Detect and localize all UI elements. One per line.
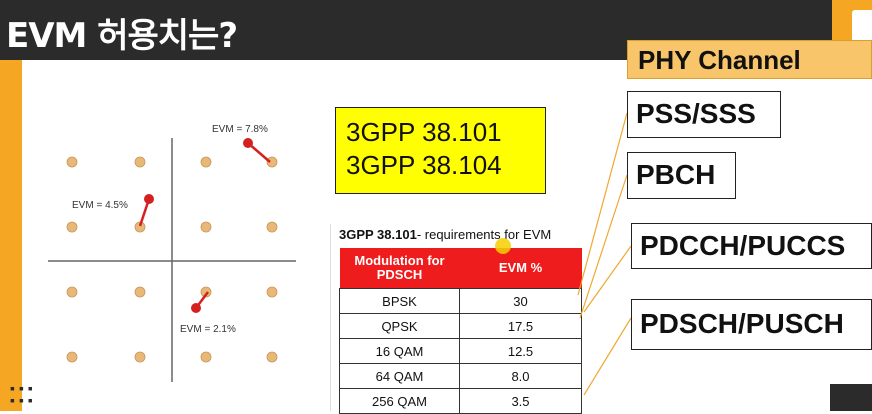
constellation-point xyxy=(200,351,212,363)
modulation-cell: 16 QAM xyxy=(339,338,460,364)
constellation-point xyxy=(134,221,146,233)
constellation-diagram: EVM = 7.8% EVM = 4.5% EVM = 2.1% xyxy=(48,110,308,390)
title-bar: EVM 허용치는? xyxy=(0,0,832,60)
spec-line-1: 3GPP 38.101 xyxy=(346,117,502,147)
decorative-dots: ▪▪▪ ▪▪▪ xyxy=(10,380,37,408)
evm-cell: 3.5 xyxy=(459,388,582,414)
constellation-point xyxy=(66,286,78,298)
header-modulation: Modulation for PDSCH xyxy=(339,248,460,289)
constellation-point xyxy=(266,156,278,168)
constellation-points xyxy=(66,156,278,363)
channel-pdsch-pusch: PDSCH/PUSCH xyxy=(631,299,872,350)
constellation-point xyxy=(66,221,78,233)
pointer-highlight xyxy=(495,238,511,254)
table-header-row: Modulation for PDSCH EVM % xyxy=(339,248,582,289)
evm-cell: 17.5 xyxy=(459,313,582,339)
constellation-point xyxy=(266,221,278,233)
constellation-svg: EVM = 7.8% EVM = 4.5% EVM = 2.1% xyxy=(48,124,296,382)
constellation-point xyxy=(134,351,146,363)
error-vector-2 xyxy=(138,194,154,227)
constellation-point xyxy=(66,156,78,168)
error-vector-1 xyxy=(243,138,271,163)
table-row: BPSK 30 xyxy=(339,288,582,314)
table-row: QPSK 17.5 xyxy=(339,313,582,339)
left-accent-stripe xyxy=(0,60,22,411)
evm-label-2: EVM = 4.5% xyxy=(72,200,128,211)
channel-pdcch-pucch: PDCCH/PUCCS xyxy=(631,223,872,269)
evm-label-3: EVM = 2.1% xyxy=(180,324,236,335)
error-vector-3 xyxy=(191,291,209,313)
constellation-point xyxy=(66,351,78,363)
constellation-point xyxy=(134,156,146,168)
constellation-point xyxy=(200,156,212,168)
constellation-point xyxy=(200,286,212,298)
spec-line-2: 3GPP 38.104 xyxy=(346,150,502,180)
corner-accent-inner xyxy=(852,10,872,44)
evm-label-1: EVM = 7.8% xyxy=(212,124,268,135)
constellation-point xyxy=(200,221,212,233)
table-caption: 3GPP 38.101- requirements for EVM xyxy=(339,227,551,242)
constellation-point xyxy=(266,351,278,363)
evm-cell: 12.5 xyxy=(459,338,582,364)
constellation-point xyxy=(266,286,278,298)
channel-pss-sss: PSS/SSS xyxy=(627,91,781,138)
spec-reference-box: 3GPP 38.101 3GPP 38.104 xyxy=(335,107,546,194)
table-row: 16 QAM 12.5 xyxy=(339,338,582,364)
constellation-point xyxy=(134,286,146,298)
caption-spec: 3GPP 38.101 xyxy=(339,227,417,242)
evm-requirements-table: Modulation for PDSCH EVM % BPSK 30 QPSK … xyxy=(339,248,582,414)
slide-title: EVM 허용치는? xyxy=(6,16,238,56)
corner-block xyxy=(830,384,872,411)
caption-text: - requirements for EVM xyxy=(416,227,552,242)
header-evm: EVM % xyxy=(459,248,582,289)
evm-requirements-panel: 3GPP 38.101- requirements for EVM Modula… xyxy=(330,224,587,414)
phy-channel-header: PHY Channel xyxy=(627,40,872,79)
channel-pbch: PBCH xyxy=(627,152,736,199)
modulation-cell: QPSK xyxy=(339,313,460,339)
